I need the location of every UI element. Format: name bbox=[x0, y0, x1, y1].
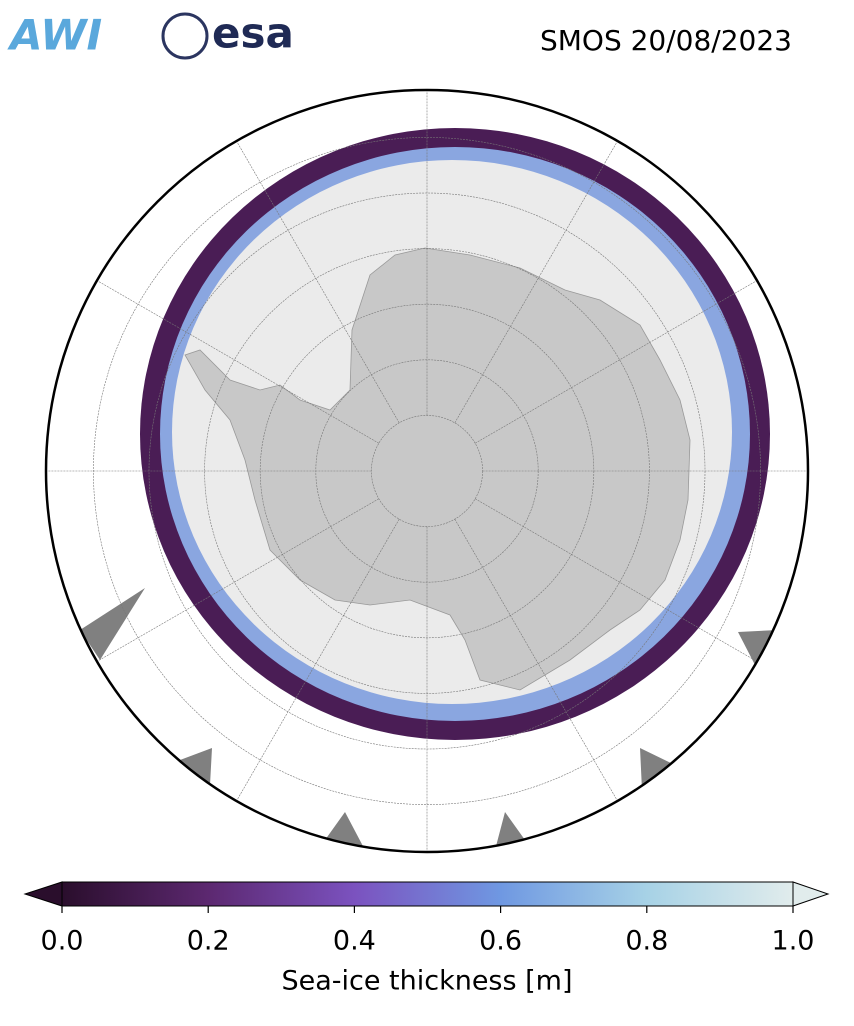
meridian-line bbox=[226, 124, 400, 423]
extend-high bbox=[792, 881, 830, 907]
colorbar-tick-label: 0.0 bbox=[41, 926, 84, 957]
meridian-line bbox=[80, 270, 379, 444]
colorbar-tick-label: 0.6 bbox=[479, 926, 522, 957]
antarctica bbox=[184, 247, 691, 691]
colorbar-tick-label: 0.8 bbox=[625, 926, 668, 957]
title: SMOS 20/08/2023 bbox=[540, 24, 792, 57]
graticule bbox=[46, 90, 808, 852]
extend-low bbox=[23, 881, 63, 907]
esa-logo: esa bbox=[212, 9, 294, 58]
colorbar-tick-label: 0.4 bbox=[333, 926, 376, 957]
colorbar-tick-label: 1.0 bbox=[772, 926, 815, 957]
meridian-line bbox=[80, 498, 379, 672]
meridian-line bbox=[475, 270, 774, 444]
meridian-line bbox=[454, 519, 628, 818]
colorbar-tick-label: 0.2 bbox=[187, 926, 230, 957]
awi-logo: AWI bbox=[7, 11, 102, 60]
colorbar-bar bbox=[61, 881, 794, 907]
map-frame bbox=[44, 88, 810, 854]
colorbar: 0.0 0.2 0.4 0.6 0.8 1.0 bbox=[23, 881, 830, 957]
map bbox=[46, 90, 808, 852]
meridian-line bbox=[475, 498, 774, 672]
meridian-line bbox=[454, 124, 628, 423]
meridian-line bbox=[226, 519, 400, 818]
colorbar-label: Sea-ice thickness [m] bbox=[281, 966, 572, 997]
esa-emblem bbox=[161, 12, 209, 60]
